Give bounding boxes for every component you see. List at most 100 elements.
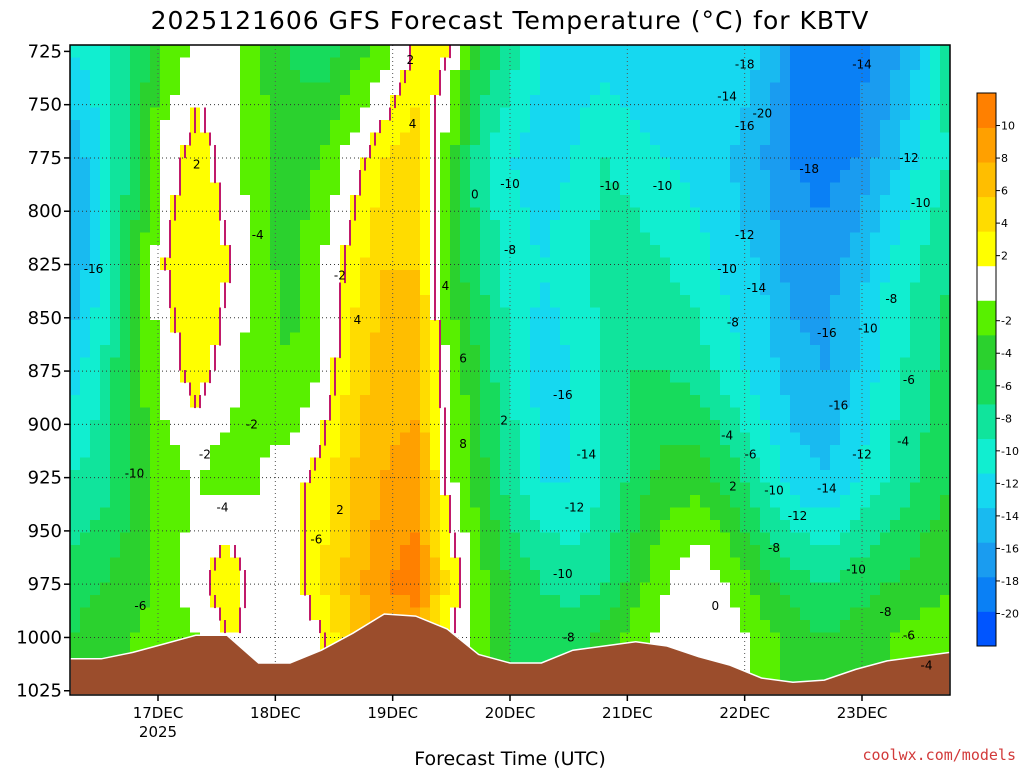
field-cell — [790, 407, 801, 421]
field-cell — [640, 607, 651, 621]
field-cell — [120, 157, 131, 171]
field-cell — [570, 345, 581, 359]
field-cell — [760, 357, 771, 371]
field-cell — [620, 532, 631, 546]
field-cell — [810, 420, 821, 434]
field-cell — [390, 320, 401, 334]
field-cell — [730, 145, 741, 159]
field-cell — [850, 595, 861, 609]
field-cell — [910, 82, 921, 96]
field-cell — [660, 620, 671, 634]
field-cell — [280, 257, 291, 271]
field-cell — [770, 395, 781, 409]
field-cell — [460, 57, 471, 71]
field-cell — [470, 145, 481, 159]
field-cell — [330, 45, 341, 59]
field-cell — [870, 245, 881, 259]
field-cell — [790, 57, 801, 71]
field-cell — [640, 145, 651, 159]
field-cell — [130, 457, 141, 471]
freezing-line-segment — [169, 220, 171, 234]
field-cell — [810, 620, 821, 634]
field-cell — [370, 407, 381, 421]
field-cell — [70, 332, 81, 346]
field-cell — [890, 270, 901, 284]
field-cell — [570, 457, 581, 471]
field-cell — [800, 432, 811, 446]
field-cell — [450, 482, 461, 496]
field-cell — [470, 220, 481, 234]
field-cell — [640, 295, 651, 309]
field-cell — [100, 157, 111, 171]
field-cell — [790, 157, 801, 171]
field-cell — [230, 70, 241, 84]
field-cell — [130, 570, 141, 584]
field-cell — [740, 507, 751, 521]
field-cell — [860, 145, 871, 159]
field-cell — [180, 407, 191, 421]
freezing-line-segment — [214, 170, 216, 184]
field-cell — [430, 45, 441, 59]
field-cell — [670, 257, 681, 271]
field-cell — [620, 245, 631, 259]
field-cell — [310, 195, 321, 209]
field-cell — [460, 395, 471, 409]
field-cell — [730, 557, 741, 571]
field-cell — [680, 207, 691, 221]
field-cell — [920, 420, 931, 434]
field-cell — [440, 120, 451, 134]
field-cell — [740, 195, 751, 209]
field-cell — [740, 257, 751, 271]
field-cell — [230, 282, 241, 296]
field-cell — [580, 270, 591, 284]
field-cell — [500, 607, 511, 621]
field-cell — [80, 582, 91, 596]
field-cell — [780, 270, 791, 284]
field-cell — [930, 45, 941, 59]
field-cell — [640, 95, 651, 109]
field-cell — [350, 70, 361, 84]
field-cell — [140, 207, 151, 221]
field-cell — [390, 45, 401, 59]
field-cell — [940, 582, 950, 596]
field-cell — [820, 407, 831, 421]
field-cell — [890, 57, 901, 71]
field-cell — [930, 545, 941, 559]
freezing-line-segment — [434, 195, 436, 209]
field-cell — [370, 357, 381, 371]
field-cell — [320, 320, 331, 334]
field-cell — [550, 332, 561, 346]
field-cell — [500, 145, 511, 159]
field-cell — [130, 532, 141, 546]
field-cell — [540, 232, 551, 246]
field-cell — [880, 532, 891, 546]
field-cell — [450, 207, 461, 221]
field-cell — [890, 245, 901, 259]
field-cell — [430, 57, 441, 71]
field-cell — [940, 557, 950, 571]
field-cell — [850, 207, 861, 221]
field-cell — [920, 220, 931, 234]
field-cell — [780, 257, 791, 271]
field-cell — [510, 120, 521, 134]
field-cell — [770, 207, 781, 221]
field-cell — [680, 370, 691, 384]
field-cell — [310, 232, 321, 246]
field-cell — [840, 257, 851, 271]
field-cell — [420, 282, 431, 296]
field-cell — [790, 582, 801, 596]
field-cell — [660, 470, 671, 484]
field-cell — [740, 320, 751, 334]
field-cell — [140, 632, 151, 646]
field-cell — [770, 520, 781, 534]
field-cell — [540, 157, 551, 171]
field-cell — [280, 345, 291, 359]
field-cell — [420, 145, 431, 159]
field-cell — [160, 382, 171, 396]
field-cell — [420, 70, 431, 84]
field-cell — [590, 45, 601, 59]
field-cell — [150, 45, 161, 59]
field-cell — [220, 82, 231, 96]
field-cell — [90, 507, 101, 521]
field-cell — [730, 357, 741, 371]
